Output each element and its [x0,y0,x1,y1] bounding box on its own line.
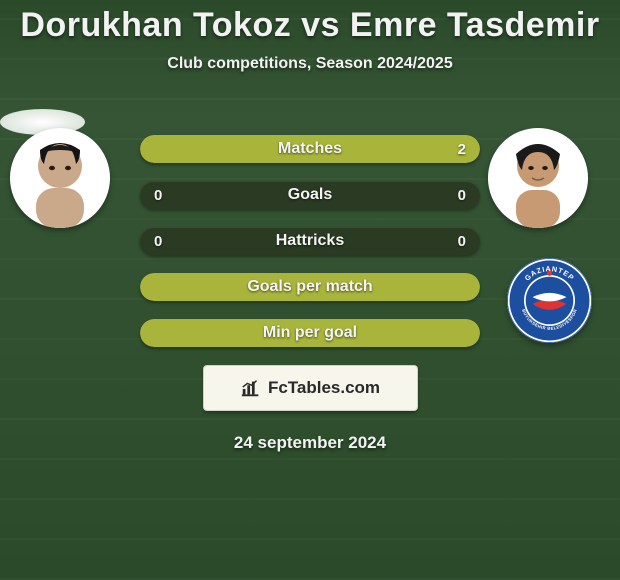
club-crest-icon: GAZIANTEP BUYUKSEHIR BELEDIYESPOR [507,258,592,343]
brand-label: FcTables.com [268,378,380,398]
person-icon [488,128,588,228]
stat-row: Goals 0 0 [140,181,480,209]
player-right-avatar [488,128,588,228]
stat-label: Goals [140,181,480,209]
stat-label: Matches [140,135,480,163]
stat-row: Hattricks 0 0 [140,227,480,255]
stat-row: Min per goal [140,319,480,347]
date-label: 24 september 2024 [0,433,620,453]
stat-value-left: 0 [154,181,162,209]
stat-value-right: 2 [458,135,466,163]
infographic-container: Dorukhan Tokoz vs Emre Tasdemir Club com… [0,0,620,453]
stat-row: Matches 2 [140,135,480,163]
subtitle: Club competitions, Season 2024/2025 [0,55,620,73]
stat-row: Goals per match [140,273,480,301]
stat-label: Goals per match [140,273,480,301]
stat-label: Hattricks [140,227,480,255]
stat-value-left: 0 [154,227,162,255]
page-title: Dorukhan Tokoz vs Emre Tasdemir [0,6,620,45]
club-right-badge: GAZIANTEP BUYUKSEHIR BELEDIYESPOR [507,258,592,343]
brand-box: FcTables.com [203,365,418,411]
stat-value-right: 0 [458,181,466,209]
chart-bar-icon [240,377,262,399]
stats-list: Matches 2 Goals 0 0 Hattricks 0 0 Goals … [140,135,480,347]
person-icon [10,128,110,228]
stat-value-right: 0 [458,227,466,255]
player-left-avatar [10,128,110,228]
stat-label: Min per goal [140,319,480,347]
